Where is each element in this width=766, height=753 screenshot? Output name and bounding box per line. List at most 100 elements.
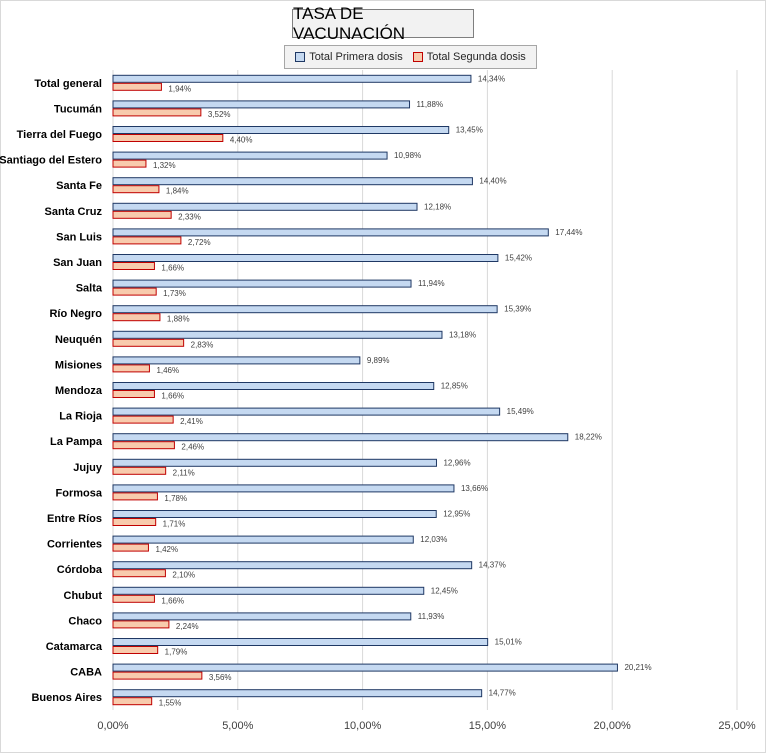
data-label-segunda-dosis: 1,55% <box>159 699 182 708</box>
category-label: Chaco <box>68 615 102 627</box>
data-label-primera-dosis: 13,18% <box>449 330 476 339</box>
data-label-primera-dosis: 11,93% <box>418 612 445 621</box>
bar-primera-dosis <box>112 382 435 390</box>
category-label: Corrientes <box>47 539 102 551</box>
x-tick-label: 10,00% <box>344 720 382 732</box>
bar-primera-dosis <box>112 638 489 646</box>
x-tick-label: 20,00% <box>594 720 632 732</box>
chart-title-text: TASA DE VACUNACIÓN <box>293 3 406 43</box>
data-label-segunda-dosis: 1,88% <box>167 315 190 324</box>
bar-primera-dosis <box>112 279 412 288</box>
legend-item-segunda: Total Segunda dosis <box>412 51 526 63</box>
legend-swatch-primera <box>295 52 306 62</box>
data-label-segunda-dosis: 1,94% <box>168 84 191 93</box>
bar-segunda-dosis <box>112 646 159 654</box>
category-label: La Rioja <box>59 411 103 423</box>
data-label-primera-dosis: 15,39% <box>504 305 531 314</box>
data-label-primera-dosis: 12,96% <box>443 458 470 467</box>
bar-segunda-dosis <box>112 338 185 347</box>
data-label-segunda-dosis: 1,32% <box>153 161 176 170</box>
bar-primera-dosis <box>112 586 425 595</box>
data-label-segunda-dosis: 2,46% <box>181 443 204 452</box>
bar-primera-dosis <box>112 254 499 262</box>
bar-primera-dosis <box>112 228 549 237</box>
data-label-segunda-dosis: 3,52% <box>208 110 231 119</box>
x-tick-label: 5,00% <box>222 720 253 732</box>
data-label-primera-dosis: 11,94% <box>418 279 445 288</box>
data-label-primera-dosis: 13,66% <box>461 484 488 493</box>
data-label-segunda-dosis: 1,84% <box>166 187 189 196</box>
x-tick-label: 0,00% <box>97 720 128 732</box>
bar-segunda-dosis <box>112 185 160 194</box>
data-label-primera-dosis: 12,03% <box>420 535 447 544</box>
data-label-segunda-dosis: 2,83% <box>191 340 214 349</box>
data-label-primera-dosis: 10,98% <box>394 151 421 160</box>
bar-segunda-dosis <box>112 108 202 117</box>
bar-segunda-dosis <box>112 390 155 398</box>
bar-primera-dosis <box>112 561 473 570</box>
data-label-primera-dosis: 12,95% <box>443 510 470 519</box>
bar-segunda-dosis <box>112 313 161 322</box>
data-label-primera-dosis: 11,88% <box>417 100 444 109</box>
bar-primera-dosis <box>112 510 437 518</box>
bar-segunda-dosis <box>112 415 174 424</box>
bar-primera-dosis <box>112 305 498 314</box>
bar-primera-dosis <box>112 689 483 698</box>
category-label: La Pampa <box>50 436 103 448</box>
data-label-segunda-dosis: 2,33% <box>178 212 201 221</box>
data-label-primera-dosis: 15,49% <box>507 407 534 416</box>
data-label-primera-dosis: 20,21% <box>624 663 651 672</box>
chart-legend: Total Primera dosis Total Segunda dosis <box>284 45 537 69</box>
category-label: San Juan <box>53 257 102 269</box>
bar-primera-dosis <box>112 663 618 672</box>
category-label: Buenos Aires <box>31 692 102 704</box>
data-label-segunda-dosis: 2,41% <box>180 417 203 426</box>
data-label-primera-dosis: 15,01% <box>495 638 522 647</box>
bar-primera-dosis <box>112 356 361 365</box>
data-label-primera-dosis: 12,45% <box>431 586 458 595</box>
chart-title: TASA DE VACUNACIÓN <box>292 4 474 43</box>
bar-segunda-dosis <box>112 210 172 219</box>
x-tick-label: 25,00% <box>718 720 756 732</box>
bar-segunda-dosis <box>112 441 175 450</box>
bar-primera-dosis <box>112 407 501 416</box>
category-label: CABA <box>70 667 102 679</box>
data-label-segunda-dosis: 2,10% <box>172 571 195 580</box>
category-label: Río Negro <box>49 308 102 320</box>
data-label-segunda-dosis: 1,46% <box>156 366 179 375</box>
data-label-primera-dosis: 9,89% <box>367 356 390 365</box>
bar-primera-dosis <box>112 74 472 83</box>
bar-segunda-dosis <box>112 134 224 142</box>
category-label: Catamarca <box>46 641 103 653</box>
category-label: Entre Ríos <box>47 513 102 525</box>
data-label-segunda-dosis: 4,40% <box>230 136 253 145</box>
data-label-segunda-dosis: 1,73% <box>163 289 186 298</box>
category-label: Córdoba <box>57 564 103 576</box>
legend-label-primera: Total Primera dosis <box>309 51 403 63</box>
data-label-primera-dosis: 12,18% <box>424 202 451 211</box>
legend-swatch-segunda <box>412 52 423 62</box>
category-label: Chubut <box>64 590 103 602</box>
legend-item-primera: Total Primera dosis <box>295 51 403 63</box>
bar-primera-dosis <box>112 458 437 467</box>
category-label: Misiones <box>55 359 102 371</box>
x-tick-label: 15,00% <box>469 720 507 732</box>
bar-segunda-dosis <box>112 620 170 629</box>
bar-segunda-dosis <box>112 236 182 245</box>
bar-segunda-dosis <box>112 364 150 373</box>
bar-primera-dosis <box>112 330 443 339</box>
data-label-primera-dosis: 14,37% <box>479 561 506 570</box>
category-label: Salta <box>76 283 103 295</box>
bar-primera-dosis <box>112 433 569 442</box>
data-label-primera-dosis: 14,77% <box>489 689 516 698</box>
data-label-segunda-dosis: 1,66% <box>161 596 184 605</box>
bar-segunda-dosis <box>112 569 166 578</box>
bar-primera-dosis <box>112 177 473 186</box>
bar-segunda-dosis <box>112 671 203 680</box>
category-label: Total general <box>34 78 102 90</box>
bar-primera-dosis <box>112 202 418 211</box>
bar-segunda-dosis <box>112 697 153 706</box>
data-label-segunda-dosis: 3,56% <box>209 673 232 682</box>
bar-primera-dosis <box>112 151 388 160</box>
